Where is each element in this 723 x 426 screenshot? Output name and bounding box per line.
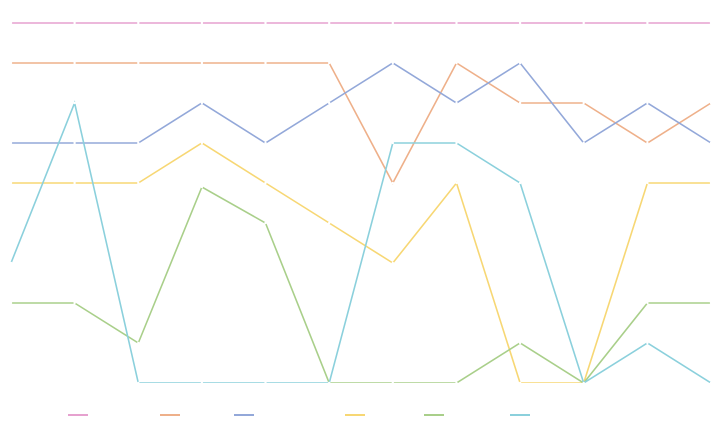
data-point	[137, 181, 140, 185]
data-point	[391, 21, 394, 25]
data-point	[264, 181, 267, 185]
data-point	[646, 21, 649, 25]
data-point	[73, 101, 76, 105]
data-point	[455, 181, 458, 185]
data-point	[137, 61, 140, 65]
data-point	[582, 141, 585, 145]
data-point	[518, 181, 522, 185]
data-point	[9, 261, 13, 265]
data-point	[264, 61, 267, 65]
data-point	[391, 381, 394, 383]
data-point	[646, 141, 649, 145]
data-point	[455, 141, 458, 145]
data-point	[582, 21, 585, 25]
data-point	[200, 21, 204, 25]
series-0	[9, 21, 713, 25]
data-point	[391, 261, 394, 265]
data-point	[9, 21, 13, 25]
data-point	[455, 61, 458, 65]
data-point	[328, 221, 331, 225]
data-point	[582, 381, 585, 383]
data-point	[328, 21, 331, 25]
data-point	[264, 141, 267, 145]
data-point	[328, 101, 331, 105]
data-point	[200, 185, 204, 189]
data-point	[518, 21, 522, 25]
data-point	[9, 141, 13, 145]
data-point	[200, 381, 204, 383]
data-point	[73, 61, 76, 65]
data-point	[264, 221, 267, 225]
data-point	[137, 21, 140, 25]
data-point	[9, 61, 13, 65]
data-point	[518, 341, 522, 345]
data-point	[9, 301, 13, 305]
data-point	[646, 301, 649, 305]
series-5	[9, 100, 713, 383]
series-line-3	[11, 142, 711, 383]
series-line-2	[11, 61, 712, 145]
data-point	[264, 381, 267, 383]
data-point	[137, 141, 140, 145]
data-point	[200, 101, 204, 105]
data-point	[137, 381, 140, 383]
data-point	[709, 301, 713, 305]
data-point	[518, 381, 522, 383]
data-point	[646, 181, 649, 185]
series-3	[9, 141, 713, 383]
series-line-1	[11, 61, 712, 185]
data-point	[391, 141, 394, 145]
series-line-5	[10, 100, 712, 383]
data-point	[200, 61, 204, 65]
data-point	[137, 341, 140, 345]
series-4	[9, 185, 713, 383]
data-point	[328, 381, 331, 383]
data-point	[328, 61, 331, 65]
series-group	[9, 21, 713, 383]
data-point	[582, 101, 585, 105]
data-point	[709, 141, 713, 145]
data-point	[73, 21, 76, 25]
data-point	[73, 181, 76, 185]
data-point	[73, 141, 76, 145]
data-point	[391, 181, 394, 185]
data-point	[709, 181, 713, 185]
data-point	[455, 101, 458, 105]
data-point	[391, 61, 394, 65]
data-point	[518, 101, 522, 105]
data-point	[646, 101, 649, 105]
data-point	[73, 301, 76, 305]
data-point	[200, 141, 204, 145]
data-point	[518, 61, 522, 65]
data-point	[709, 101, 713, 105]
data-point	[709, 381, 713, 383]
data-point	[646, 341, 649, 345]
data-point	[264, 21, 267, 25]
data-point	[455, 381, 458, 383]
series-1	[9, 61, 713, 185]
data-point	[9, 181, 13, 185]
data-point	[709, 21, 713, 25]
series-2	[9, 61, 713, 145]
data-point	[455, 21, 458, 25]
